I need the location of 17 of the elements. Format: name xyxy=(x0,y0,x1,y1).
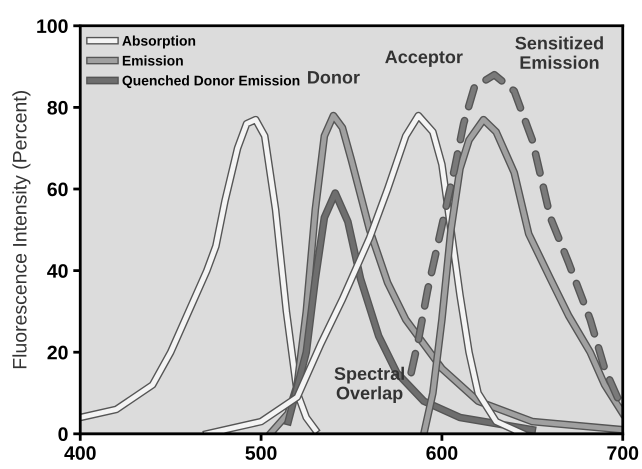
y-tick-label: 100 xyxy=(37,19,68,34)
y-tick-label: 60 xyxy=(48,182,68,196)
annotation: Donor xyxy=(308,71,360,84)
x-tick-label: 700 xyxy=(607,446,638,460)
y-tick-label: 80 xyxy=(47,100,68,115)
y-tick-label: 0 xyxy=(58,427,68,442)
y-tick-label: 40 xyxy=(47,264,68,278)
legend-label: Emission xyxy=(122,55,183,66)
y-tick-label: 20 xyxy=(47,346,68,360)
annotation: Acceptor xyxy=(385,50,463,67)
y-axis-title: Fluorescence Intensity (Percent) xyxy=(12,91,30,368)
x-tick-label: 500 xyxy=(245,446,277,460)
x-tick-label: 400 xyxy=(64,446,96,460)
legend-label: Quenched Donor Emission xyxy=(122,75,300,88)
x-tick-label: 600 xyxy=(426,446,458,460)
legend-label: Absorption xyxy=(122,36,196,48)
annotation: Sensitized Emission xyxy=(515,36,603,69)
